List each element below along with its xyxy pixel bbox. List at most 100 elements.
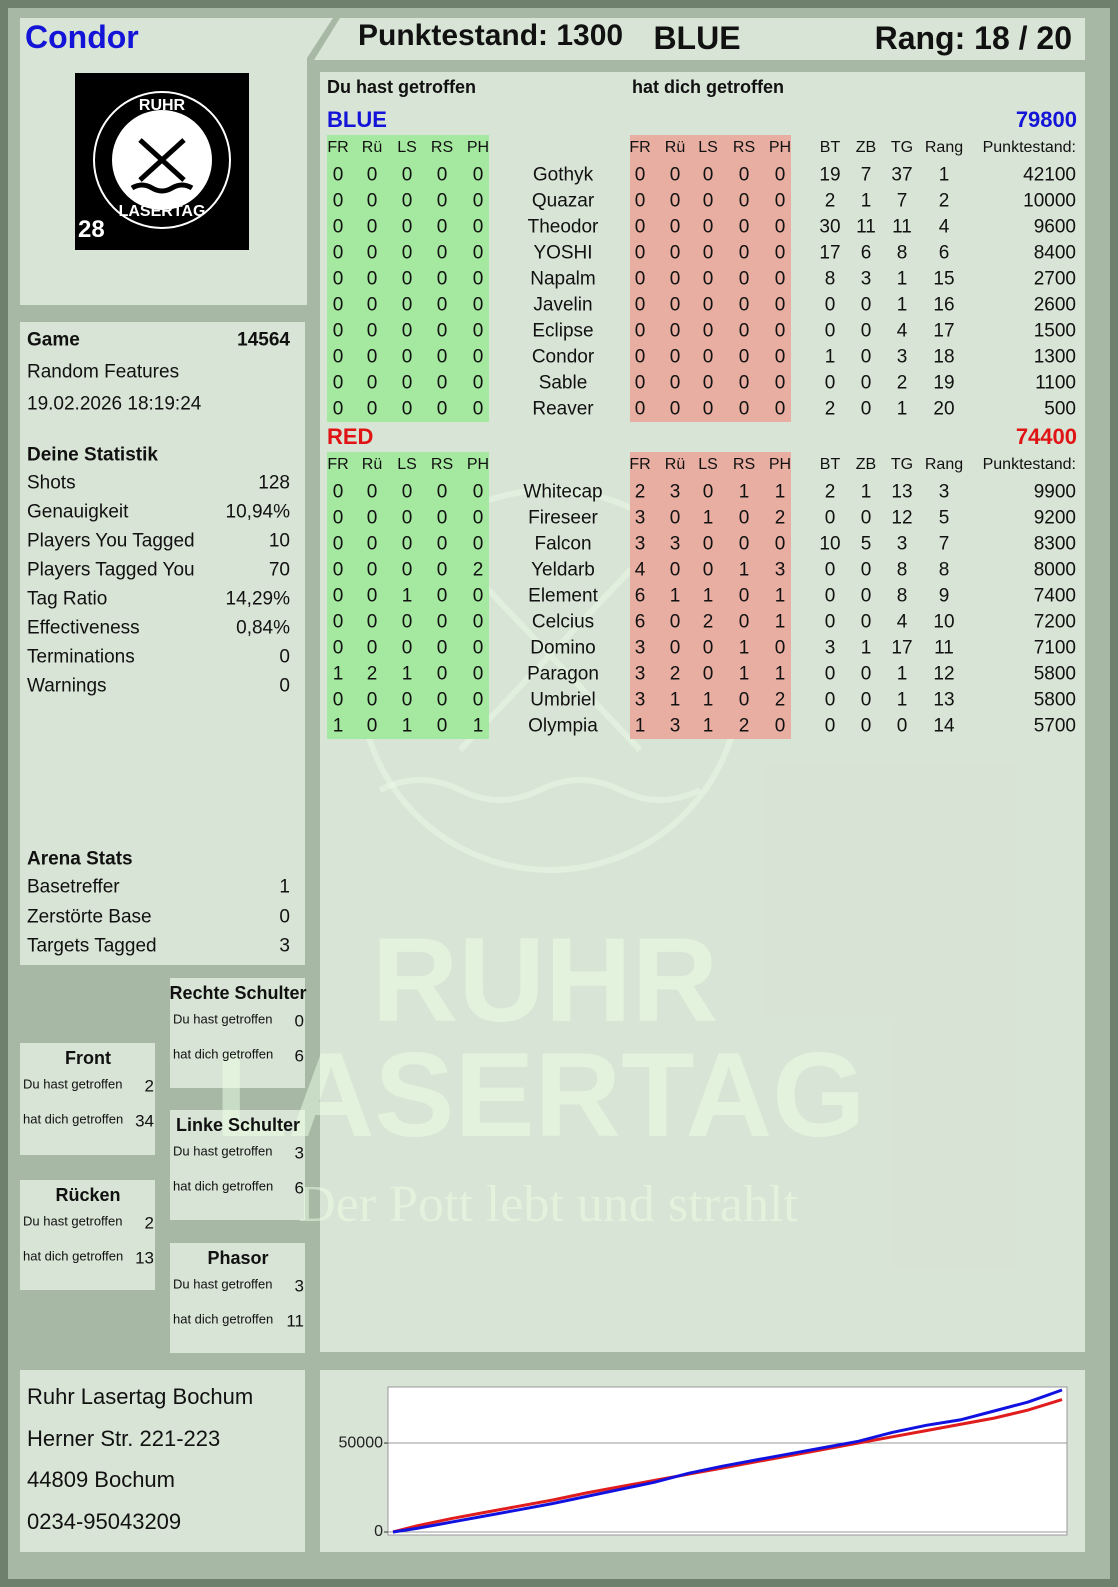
hit-count: 0 bbox=[436, 507, 448, 529]
team-name: BLUE bbox=[327, 107, 387, 132]
got-count: 0 bbox=[774, 320, 786, 342]
address-line: 44809 Bochum bbox=[27, 1467, 175, 1492]
got-count: 0 bbox=[669, 268, 681, 290]
got-count: 2 bbox=[774, 507, 786, 529]
player-stat: 11 bbox=[934, 637, 954, 659]
player-stat: 18 bbox=[933, 346, 955, 368]
got-count: 0 bbox=[774, 398, 786, 420]
hit-count: 0 bbox=[401, 507, 413, 529]
player-stat: 4 bbox=[938, 216, 950, 238]
got-count: 0 bbox=[738, 611, 750, 633]
column-header: LS bbox=[698, 456, 718, 473]
got-count: 0 bbox=[738, 268, 750, 290]
section-title: Deine Statistik bbox=[27, 444, 158, 466]
zone-value: 0 bbox=[294, 1011, 304, 1031]
stat-label: Basetreffer bbox=[27, 876, 120, 898]
player-stat: 10 bbox=[933, 611, 955, 633]
player-stat: 0 bbox=[824, 715, 836, 737]
hit-count: 0 bbox=[401, 320, 413, 342]
got-count: 1 bbox=[774, 663, 786, 685]
hit-count: 0 bbox=[332, 481, 344, 503]
stat-value: 10,94% bbox=[225, 501, 290, 523]
got-count: 1 bbox=[669, 585, 681, 607]
got-count: 1 bbox=[634, 715, 646, 737]
player-stat: 3 bbox=[860, 268, 872, 290]
stat-label: Players Tagged You bbox=[27, 559, 195, 581]
player-name: Yeldarb bbox=[531, 559, 595, 581]
player-name: Reaver bbox=[532, 398, 594, 420]
got-count: 0 bbox=[669, 372, 681, 394]
hit-count: 1 bbox=[401, 585, 413, 607]
hit-count: 0 bbox=[332, 507, 344, 529]
got-count: 1 bbox=[738, 663, 750, 685]
hit-count: 0 bbox=[332, 190, 344, 212]
hit-count: 0 bbox=[332, 398, 344, 420]
player-stat: 1 bbox=[896, 663, 908, 685]
address-line: 0234-95043209 bbox=[27, 1508, 182, 1534]
got-count: 2 bbox=[774, 689, 786, 711]
hit-count: 0 bbox=[332, 585, 344, 607]
hit-count: 0 bbox=[401, 294, 413, 316]
player-stat: 3 bbox=[824, 637, 836, 659]
stat-label: Warnings bbox=[27, 675, 107, 697]
stat-label: Shots bbox=[27, 472, 76, 494]
player-stat: 9 bbox=[938, 585, 950, 607]
column-header: Rü bbox=[361, 139, 383, 156]
player-stat: 8300 bbox=[1033, 533, 1076, 555]
got-count: 0 bbox=[738, 346, 750, 368]
hit-count: 0 bbox=[436, 294, 448, 316]
got-count: 0 bbox=[634, 294, 646, 316]
zone-value: 11 bbox=[286, 1311, 304, 1331]
player-stat: 8 bbox=[896, 585, 908, 607]
got-count: 0 bbox=[738, 507, 750, 529]
column-header: Punktestand: bbox=[982, 139, 1076, 156]
hit-count: 2 bbox=[472, 559, 484, 581]
got-count: 3 bbox=[634, 507, 646, 529]
zone-value: 2 bbox=[144, 1213, 154, 1233]
player-stat: 17 bbox=[891, 637, 913, 659]
got-count: 0 bbox=[634, 346, 646, 368]
player-stat: 1 bbox=[824, 346, 836, 368]
player-stat: 14 bbox=[933, 715, 955, 737]
got-count: 6 bbox=[634, 611, 646, 633]
player-stat: 13 bbox=[933, 689, 955, 711]
got-count: 6 bbox=[634, 585, 646, 607]
zone-label: hat dich getroffen bbox=[23, 1248, 124, 1264]
got-count: 0 bbox=[702, 242, 714, 264]
player-stat: 1 bbox=[896, 294, 908, 316]
hit-count: 0 bbox=[366, 346, 378, 368]
player-stat: 8 bbox=[938, 559, 950, 581]
address-line: Ruhr Lasertag Bochum bbox=[27, 1384, 254, 1409]
hit-count: 0 bbox=[366, 242, 378, 264]
stat-label: Zerstörte Base bbox=[27, 906, 152, 927]
hit-count: 0 bbox=[472, 268, 484, 290]
hit-count: 0 bbox=[366, 216, 378, 238]
player-stat: 9600 bbox=[1033, 216, 1076, 238]
hit-count: 0 bbox=[472, 689, 484, 711]
got-count: 0 bbox=[702, 164, 714, 186]
stat-value: 3 bbox=[279, 935, 290, 957]
column-header: PH bbox=[466, 139, 490, 156]
player-stat: 0 bbox=[860, 507, 872, 529]
got-count: 0 bbox=[702, 663, 714, 685]
player-stat: 5800 bbox=[1033, 689, 1076, 711]
player-stat: 5 bbox=[860, 533, 872, 555]
player-stat: 9900 bbox=[1033, 481, 1076, 503]
hit-count: 0 bbox=[401, 164, 413, 186]
hit-count: 0 bbox=[332, 294, 344, 316]
hit-count: 0 bbox=[436, 533, 448, 555]
player-name: Fireseer bbox=[528, 507, 598, 529]
player-stat: 11 bbox=[892, 216, 912, 238]
got-count: 0 bbox=[774, 294, 786, 316]
player-stat: 0 bbox=[824, 611, 836, 633]
hit-count: 0 bbox=[401, 637, 413, 659]
got-count: 0 bbox=[634, 320, 646, 342]
hit-count: 0 bbox=[332, 164, 344, 186]
stat-value: 1 bbox=[279, 876, 290, 898]
zone-label: Du hast getroffen bbox=[173, 1143, 273, 1159]
player-name: Condor bbox=[531, 346, 595, 368]
hit-count: 0 bbox=[436, 346, 448, 368]
hit-count: 0 bbox=[401, 372, 413, 394]
player-stat: 1100 bbox=[1035, 372, 1076, 394]
